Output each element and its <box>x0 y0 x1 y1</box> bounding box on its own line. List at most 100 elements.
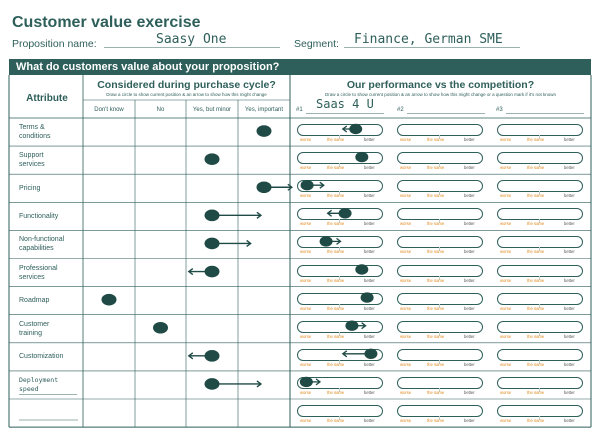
scale-midpoint <box>339 191 340 196</box>
scale-midpoint <box>539 331 540 336</box>
performance-scale-3[interactable] <box>497 348 583 364</box>
scale-better-label: better <box>464 165 475 171</box>
scale-better-label: better <box>564 277 575 283</box>
performance-scale-2[interactable] <box>397 376 483 392</box>
performance-scale-2[interactable] <box>397 180 483 196</box>
scale-better-label: better <box>464 333 475 339</box>
scale-midpoint <box>539 191 540 196</box>
proposition-line <box>104 47 280 48</box>
performance-scale-2[interactable] <box>397 292 483 308</box>
attribute-label: Non-functional capabilities <box>19 236 65 253</box>
performance-scale-1[interactable] <box>297 405 383 420</box>
performance-scale-2[interactable] <box>397 152 483 168</box>
scale-better-label: better <box>364 361 375 367</box>
performance-scale-3[interactable] <box>497 264 583 280</box>
purchase-arrow-head <box>287 183 293 191</box>
performance-scale-2[interactable] <box>397 208 483 224</box>
scale-worse-label: worse <box>500 249 512 255</box>
performance-scale-1[interactable] <box>297 180 383 196</box>
competitor-2-number: #2 <box>397 107 404 113</box>
scale-better-label: better <box>464 221 475 227</box>
scale-better-label: better <box>364 418 375 423</box>
purchase-title: Considered during purchase cycle? <box>97 79 276 91</box>
competitor-3-line[interactable] <box>506 113 584 114</box>
scale-better-label: better <box>364 389 375 395</box>
performance-scale-2[interactable] <box>397 124 483 139</box>
scale-same-label: the same <box>527 389 545 395</box>
scale-same-label: the same <box>327 221 345 227</box>
competitor-2-line[interactable] <box>407 113 485 114</box>
purchase-circle <box>153 321 168 334</box>
segment-value[interactable]: Finance, German SME <box>354 32 503 47</box>
attribute-label: Pricing <box>19 184 41 192</box>
performance-circle <box>355 264 369 275</box>
performance-scale-1[interactable] <box>297 348 383 364</box>
scale-midpoint <box>439 191 440 196</box>
scale-same-label: the same <box>327 418 345 423</box>
scale-worse-label: worse <box>500 333 512 339</box>
scale-midpoint <box>339 303 340 308</box>
performance-scale-1[interactable] <box>297 376 383 392</box>
scale-same-label: the same <box>327 165 345 171</box>
scale-worse-label: worse <box>300 361 312 367</box>
attribute-label: Terms & conditions <box>19 124 51 141</box>
scale-same-label: the same <box>427 221 445 227</box>
scale-same-label: the same <box>427 165 445 171</box>
scale-worse-label: worse <box>500 277 512 283</box>
scale-better-label: better <box>564 361 575 367</box>
scale-better-label: better <box>464 418 475 423</box>
performance-scale-3[interactable] <box>497 124 583 139</box>
purchase-circle <box>256 125 272 137</box>
scale-worse-label: worse <box>300 137 312 142</box>
page-title: Customer value exercise <box>12 14 201 31</box>
performance-title: Our performance vs the competition? <box>346 79 535 91</box>
performance-scale-2[interactable] <box>397 320 483 336</box>
scale-better-label: better <box>364 249 375 255</box>
purchase-instruction: Draw a circle to show current position &… <box>106 92 267 97</box>
scale-midpoint <box>439 219 440 224</box>
scale-midpoint <box>339 219 340 224</box>
performance-scale-3[interactable] <box>497 376 583 392</box>
competitor-1-number: #1 <box>296 107 303 113</box>
performance-scale-3[interactable] <box>497 236 583 252</box>
performance-scale-3[interactable] <box>497 292 583 308</box>
scale-midpoint <box>439 303 440 308</box>
attribute-label: Customer training <box>19 320 50 337</box>
performance-scale-2[interactable] <box>397 236 483 252</box>
attribute-label[interactable]: Deployment speed <box>19 376 77 395</box>
scale-midpoint <box>539 303 540 308</box>
performance-arrow-head <box>341 350 348 358</box>
performance-scale-2[interactable] <box>397 264 483 280</box>
scale-midpoint <box>439 387 440 392</box>
performance-scale-3[interactable] <box>497 208 583 224</box>
scale-worse-label: worse <box>300 249 312 255</box>
scale-worse-label: worse <box>400 389 412 395</box>
attribute-label: Customization <box>19 353 64 361</box>
performance-scale-3[interactable] <box>497 152 583 168</box>
performance-scale-3[interactable] <box>497 320 583 336</box>
scale-better-label: better <box>564 305 575 311</box>
scale-better-label: better <box>364 137 375 142</box>
scale-worse-label: worse <box>400 277 412 283</box>
proposition-value[interactable]: Saasy One <box>156 32 227 47</box>
scale-better-label: better <box>364 277 375 283</box>
scale-worse-label: worse <box>400 221 412 227</box>
scale-midpoint <box>439 163 440 168</box>
competitor-1-name[interactable]: Saas 4 U <box>316 97 374 111</box>
scale-better-label: better <box>564 137 575 142</box>
performance-circle <box>355 151 369 163</box>
scale-worse-label: worse <box>400 333 412 339</box>
scale-worse-label: worse <box>400 361 412 367</box>
performance-scale-2[interactable] <box>397 348 483 364</box>
scale-midpoint <box>339 387 340 392</box>
performance-scale-1[interactable] <box>297 320 383 336</box>
performance-scale-2[interactable] <box>397 405 483 420</box>
purchase-circle <box>204 153 220 165</box>
performance-scale-3[interactable] <box>497 405 583 420</box>
scale-same-label: the same <box>327 193 345 199</box>
scale-midpoint <box>339 275 340 280</box>
scale-worse-label: worse <box>300 277 312 283</box>
performance-scale-3[interactable] <box>497 180 583 196</box>
scale-worse-label: worse <box>500 305 512 311</box>
scale-better-label: better <box>364 305 375 311</box>
